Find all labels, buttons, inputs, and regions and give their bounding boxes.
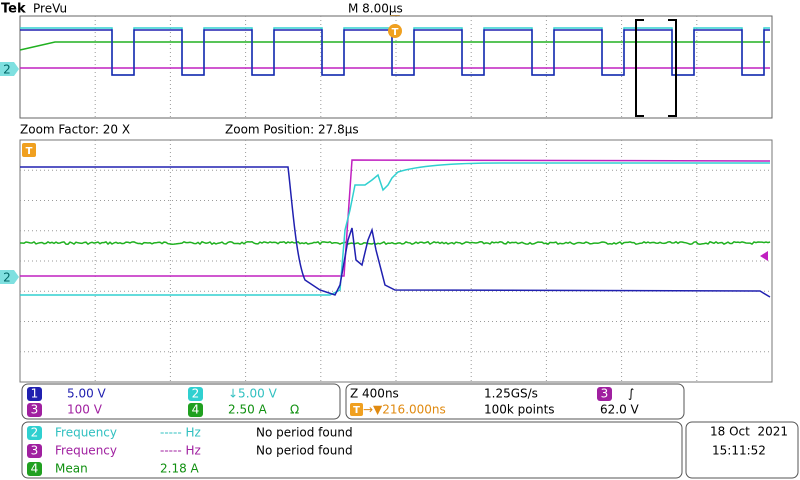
sample-rate: 1.25GS/s: [484, 387, 538, 401]
timebase: M 8.00µs: [348, 2, 403, 16]
time: 15:11:52: [712, 444, 766, 458]
measurement-badge: [27, 444, 42, 458]
trigger-position: →▼216.000ns: [363, 403, 446, 417]
trigger-level: 62.0 V: [600, 403, 640, 417]
zoom-scale: Z 400ns: [350, 387, 399, 401]
channel-scale: 2.50 A: [228, 403, 268, 417]
date: 18 Oct 2021: [710, 425, 788, 439]
zoom-grid: [20, 140, 772, 382]
channel-unit-icon: Ω: [290, 403, 299, 417]
channel-badge: [27, 387, 42, 401]
measurement-channel: 2: [31, 426, 39, 440]
measurement-channel: 4: [31, 462, 39, 476]
zoom-channel-marker: [0, 270, 19, 284]
ch4-overview: [19, 41, 770, 51]
mode: PreVu: [33, 2, 67, 16]
measurement-channel: 3: [31, 444, 39, 458]
channel-number: 3: [31, 403, 39, 417]
measurement-value: ----- Hz: [160, 426, 201, 440]
overview-grid: [94, 16, 698, 118]
measurements: 2 Frequency ----- Hz No period found 3 Freque…: [27, 426, 353, 476]
channel-badge: [27, 403, 42, 417]
channel-scale: ↓5.00 V: [228, 387, 278, 401]
ch3-level-marker: [760, 251, 768, 261]
trigger-channel-badge: [597, 387, 612, 401]
overview-trigger-marker: [388, 24, 402, 38]
channel-number: 4: [192, 403, 200, 417]
measurement-badge: [27, 426, 42, 440]
trigger-icon: T: [353, 405, 360, 416]
ch2-waveform: [20, 162, 770, 296]
measurement-badge: [27, 462, 42, 476]
measurement-value: 2.18 A: [160, 462, 200, 476]
channel-scale: 100 V: [67, 403, 103, 417]
measurement-value: ----- Hz: [160, 444, 201, 458]
measurement-name: Mean: [55, 462, 88, 476]
brand: Tek: [1, 2, 26, 17]
overview-trigger-label: T: [392, 27, 399, 38]
measurement-status: No period found: [256, 426, 353, 440]
overview-channel-marker: [0, 62, 19, 76]
datetime-panel: [685, 421, 799, 479]
ch1-waveform: [20, 166, 771, 298]
channel-scale: 5.00 V: [67, 387, 107, 401]
ch4-waveform: [20, 240, 771, 246]
measurement-status: No period found: [256, 444, 353, 458]
trigger-icon-box: [350, 403, 363, 416]
channel-number: 2: [192, 387, 200, 401]
trigger-channel: 3: [601, 387, 609, 401]
zoom-trigger-marker: [22, 143, 36, 157]
trigger-slope: ∫: [628, 387, 634, 401]
record-length: 100k points: [484, 403, 555, 417]
channel-panel: [21, 383, 341, 420]
channel-settings: 1 5.00 V 2 ↓5.00 V 3 100 V 4 2.50 A Ω: [27, 387, 299, 417]
zoom-trigger-label: T: [26, 146, 33, 157]
channel-number: 1: [31, 387, 39, 401]
overview-channel-label: 2: [3, 63, 11, 77]
zoom-channel-label: 2: [3, 271, 11, 285]
measurement-panel: [21, 421, 683, 479]
measurement-name: Frequency: [55, 444, 117, 458]
measurement-name: Frequency: [55, 426, 117, 440]
zoom-position: Zoom Position: 27.8µs: [225, 123, 359, 137]
channel-badge: [188, 387, 203, 401]
overview-waveforms: [19, 27, 770, 76]
channel-badge: [188, 403, 203, 417]
zoom-bracket: [635, 19, 677, 117]
zoom-factor: Zoom Factor: 20 X: [20, 123, 130, 137]
